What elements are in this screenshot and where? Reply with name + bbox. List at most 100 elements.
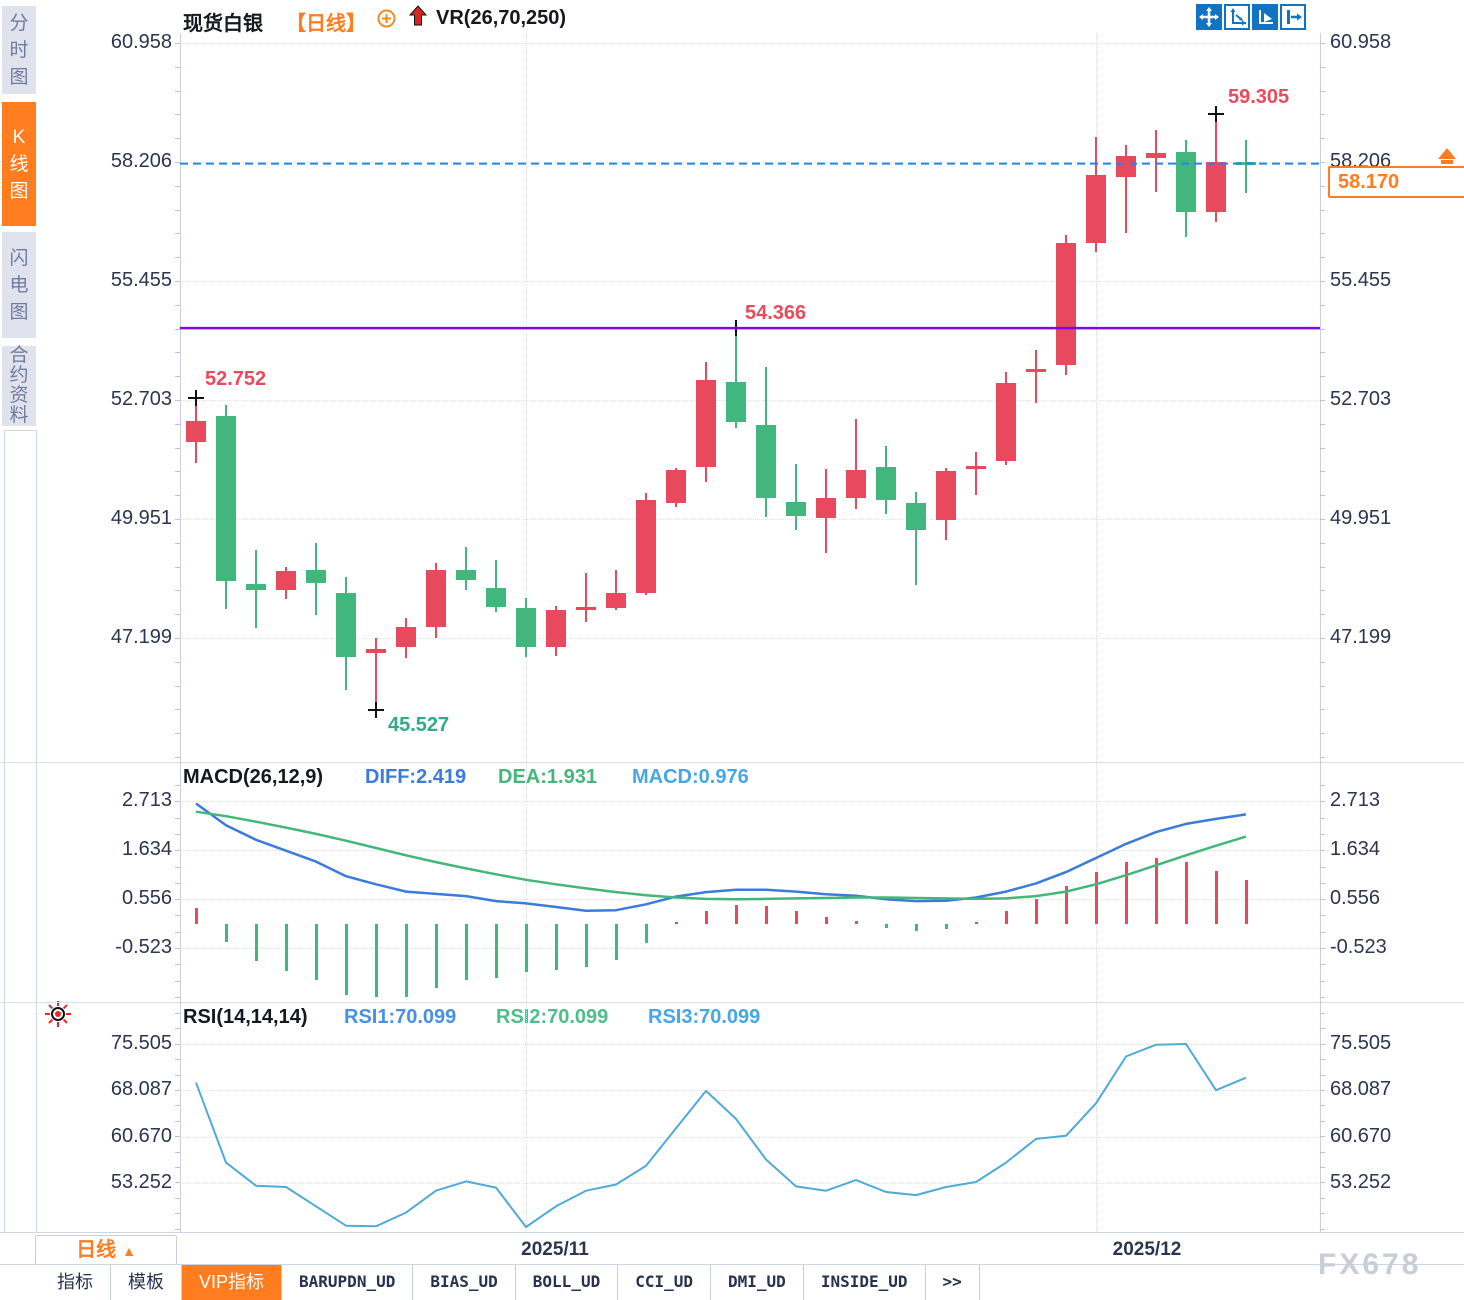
axis-tick [1320, 162, 1325, 163]
add-indicator-icon[interactable] [377, 9, 396, 33]
candle-body [936, 470, 956, 520]
axis-tick [175, 1013, 180, 1014]
alert-sun-icon[interactable] [44, 1000, 72, 1033]
pan-icon[interactable] [1196, 4, 1222, 30]
tab-cci_ud[interactable]: CCI_UD [618, 1265, 712, 1300]
rsi-title: RSI(14,14,14) [183, 1006, 308, 1028]
y-axis-label-right: 60.670 [1330, 1124, 1392, 1147]
axis-tick [175, 833, 180, 835]
axis-tick [175, 114, 180, 116]
axis-tick [1320, 566, 1325, 568]
h-gridline [180, 518, 1320, 520]
axis-tick [175, 1182, 180, 1184]
panel-separator [0, 1002, 1464, 1003]
sidebar-item-1[interactable]: 分 时 图 [2, 6, 36, 94]
h-gridline [180, 801, 1320, 803]
candle-body [1026, 368, 1046, 372]
tab-inside_ud[interactable]: INSIDE_UD [804, 1265, 926, 1300]
x-axis-band: 日线 ▲ 2025/11 2025/12 [0, 1232, 1464, 1265]
y-axis-label-right: 55.455 [1330, 268, 1392, 291]
auto-scale-icon[interactable] [1252, 4, 1278, 30]
candle-body [1116, 155, 1136, 177]
candle-body [1206, 161, 1226, 212]
axis-tick [1320, 209, 1325, 211]
axis-tick [175, 1105, 180, 1107]
axis-tick [175, 281, 180, 282]
watermark: FX678 [1318, 1248, 1422, 1281]
candle-body [306, 570, 326, 584]
extreme-marker [375, 702, 377, 719]
candle-body [186, 420, 206, 442]
candle-body [666, 470, 686, 504]
axis-tick [1320, 980, 1325, 982]
h-gridline [180, 399, 1320, 401]
axis-tick [175, 614, 180, 616]
x-axis-date-label: 2025/11 [521, 1239, 589, 1260]
jump-latest-icon[interactable] [1280, 4, 1306, 30]
right-axis-line [1320, 33, 1321, 1232]
axis-range-icon[interactable] [1224, 4, 1250, 30]
macd-histogram-bar [1214, 870, 1218, 925]
macd-histogram-bar [1064, 885, 1068, 925]
h-gridline [180, 638, 1320, 639]
axis-tick [175, 423, 180, 425]
axis-tick [1320, 1105, 1325, 1107]
axis-tick [1320, 833, 1325, 835]
axis-tick [1320, 1043, 1325, 1045]
tab-barupdn_ud[interactable]: BARUPDN_UD [282, 1265, 414, 1300]
axis-tick [1320, 1120, 1325, 1122]
macd-histogram-bar [584, 924, 588, 967]
y-axis-label-right: 68.087 [1330, 1078, 1392, 1101]
tab-vip[interactable]: VIP指标 [182, 1265, 283, 1300]
tab-[interactable]: 指标 [40, 1265, 111, 1300]
macd-histogram-bar [434, 924, 438, 988]
extreme-marker [195, 389, 197, 406]
candle-body [456, 570, 476, 580]
y-axis-label-right: 2.713 [1330, 789, 1381, 812]
axis-tick [1320, 542, 1325, 544]
tab-dmi_ud[interactable]: DMI_UD [711, 1265, 804, 1300]
sidebar-item-3[interactable]: 闪 电 图 [2, 232, 36, 338]
axis-tick [175, 1043, 180, 1045]
h-gridline [180, 1136, 1320, 1138]
candle-wick [495, 560, 497, 612]
rsi2-value: RSI2:70.099 [496, 1006, 609, 1028]
candle-body [606, 592, 626, 608]
axis-tick [1320, 1151, 1325, 1153]
macd-dea-line [195, 810, 1247, 901]
candle-body [1086, 174, 1106, 244]
x-axis-date-label: 2025/12 [1112, 1239, 1182, 1260]
axis-tick [175, 1120, 180, 1122]
tab-boll_ud[interactable]: BOLL_UD [516, 1265, 619, 1300]
axis-tick [1320, 352, 1325, 354]
macd-histogram-bar [404, 924, 408, 997]
y-axis-label: -0.523 [115, 936, 172, 959]
axis-tick [1320, 1182, 1325, 1184]
y-axis-label: 52.703 [110, 387, 172, 410]
sidebar-item-2[interactable]: K 线 图 [2, 102, 36, 226]
axis-tick [1320, 1059, 1325, 1061]
candle-body [426, 570, 446, 628]
period-select-button[interactable]: 日线 ▲ [35, 1235, 177, 1265]
axis-tick [1320, 1013, 1325, 1014]
candle-body [876, 466, 896, 500]
tab-[interactable]: >> [926, 1265, 980, 1300]
tab-bias_ud[interactable]: BIAS_UD [413, 1265, 516, 1300]
axis-tick [1320, 685, 1325, 687]
axis-tick [1320, 882, 1325, 884]
tab-[interactable]: 模板 [111, 1265, 182, 1300]
axis-tick [175, 162, 180, 163]
candle-body [1056, 243, 1076, 366]
candle-wick [915, 491, 917, 585]
sidebar-item-4[interactable]: 合 约 资 料 [2, 346, 36, 426]
period-label: 日线 [76, 1239, 117, 1261]
rsi1-value: RSI1:70.099 [344, 1006, 457, 1028]
rsi-line [195, 1043, 1247, 1228]
macd-histogram-bar [494, 924, 498, 978]
h-gridline [180, 899, 1320, 901]
axis-tick [1320, 915, 1325, 917]
macd-histogram-bar [764, 906, 768, 925]
axis-tick [175, 638, 180, 639]
axis-tick [175, 328, 180, 330]
